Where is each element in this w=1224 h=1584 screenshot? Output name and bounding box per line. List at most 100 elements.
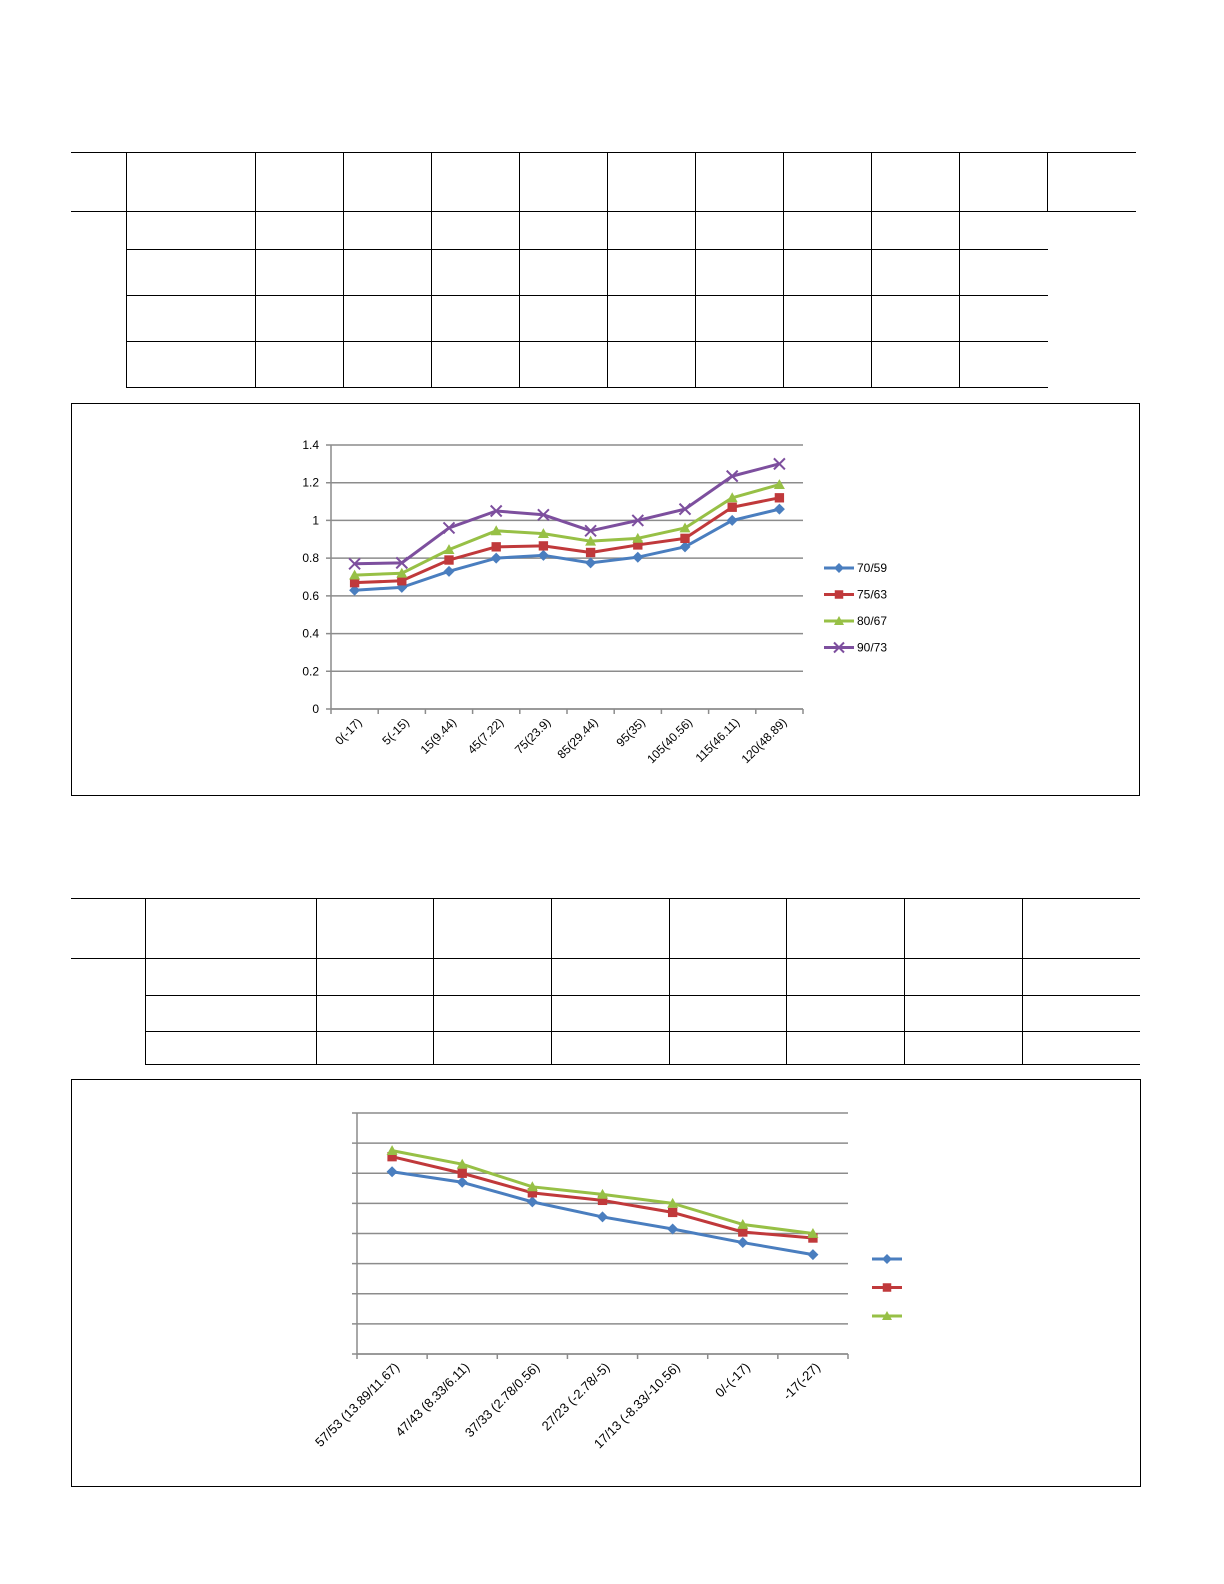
table-cell (254, 211, 344, 250)
table-cell (342, 152, 432, 212)
table-cell (430, 211, 520, 250)
x-tick-label: 45(7.22) (465, 715, 507, 757)
data-point-diamond (537, 549, 549, 561)
table-1 (71, 152, 1136, 388)
data-point-triangle (882, 1311, 892, 1320)
table-cell (518, 249, 608, 296)
table-cell (430, 249, 520, 296)
legend-entry: 80/67 (824, 614, 887, 628)
data-point-triangle (679, 522, 691, 533)
data-point-triangle (537, 528, 549, 539)
table-cell (550, 898, 670, 959)
data-point-diamond (679, 541, 691, 553)
data-point-square (538, 541, 549, 551)
table-row (71, 995, 1140, 1032)
table-cell (668, 995, 787, 1032)
table-cell (783, 211, 872, 250)
table-1-header-row (71, 152, 1136, 212)
table-cell (668, 1031, 787, 1065)
x-tick-label: 5(-15) (379, 715, 412, 748)
table-cell (342, 295, 432, 342)
x-tick-label: -17(-27) (780, 1360, 823, 1403)
data-point-triangle (834, 616, 844, 625)
table-cell (606, 249, 696, 296)
data-point-square (808, 1233, 818, 1243)
table-cell (694, 152, 784, 212)
series-line (354, 507, 780, 592)
table-cell (342, 341, 432, 388)
table-cell (125, 295, 255, 342)
table-cell (871, 341, 960, 388)
legend-label: 70/59 (857, 561, 887, 575)
data-point-square (667, 1207, 678, 1218)
table-cell (871, 152, 960, 212)
table-cell (783, 341, 872, 388)
data-point-x (442, 521, 456, 535)
table-cell (606, 211, 696, 250)
table-cell (254, 152, 344, 212)
table-cell (871, 211, 960, 250)
table-cell (904, 898, 1023, 959)
table-cell (71, 152, 126, 212)
table-cell (518, 152, 608, 212)
series-line (354, 462, 780, 566)
data-point-square (680, 533, 690, 544)
data-point-triangle (773, 479, 785, 489)
y-tick-label: 1.2 (302, 476, 319, 490)
table-cell (144, 995, 316, 1032)
y-tick-label: 1.4 (302, 438, 319, 452)
data-point-x (678, 502, 692, 516)
table-cell (959, 295, 1048, 342)
table-cell (1021, 958, 1140, 996)
y-tick-label: 1 (312, 513, 319, 527)
legend-entry: 70/59 (824, 561, 887, 575)
data-point-x (725, 469, 739, 483)
data-point-x (631, 514, 645, 527)
table-cell (315, 898, 434, 959)
data-point-square (349, 577, 360, 588)
data-point-square (527, 1188, 538, 1198)
series-3 (386, 1145, 819, 1238)
data-point-square (491, 542, 501, 552)
table-cell (518, 295, 608, 342)
data-point-x (537, 508, 550, 521)
table-cell (904, 995, 1023, 1032)
data-point-diamond (443, 565, 455, 577)
table-cell (430, 152, 520, 212)
series-3 (349, 479, 785, 580)
table-cell (668, 958, 787, 996)
data-point-triangle (737, 1218, 749, 1229)
table-cell (315, 1031, 434, 1065)
data-point-diamond (882, 1254, 892, 1264)
table-stub-cell (71, 959, 145, 1065)
table-cell (606, 152, 696, 212)
data-point-triangle (386, 1145, 398, 1156)
data-point-diamond (667, 1223, 679, 1235)
data-point-triangle (443, 544, 455, 555)
data-point-square (585, 547, 596, 558)
series-4 (348, 457, 786, 571)
table-2-header-row (71, 898, 1140, 959)
series-2 (349, 493, 785, 588)
table-cell (694, 295, 784, 342)
data-point-triangle (667, 1197, 679, 1208)
data-point-diamond (726, 514, 738, 526)
table-cell (871, 249, 960, 296)
table-cell (786, 898, 905, 959)
table-cell (430, 295, 520, 342)
chart-2-frame: 57/53 (13.89/11.67) 47/43 (8.33/6.11) 37/3… (71, 1079, 1141, 1487)
table-cell (550, 995, 670, 1032)
data-point-diamond (807, 1249, 819, 1261)
x-tick-label: 37/33 (2.78/0.56) (462, 1360, 543, 1441)
data-point-square (633, 540, 643, 550)
table-row (71, 1031, 1140, 1065)
y-tick-label: 0 (312, 702, 319, 716)
data-point-triangle (807, 1228, 819, 1238)
x-tick-label: 75(23.9) (512, 715, 554, 757)
table-cell (694, 211, 784, 250)
x-tick-label: 105(40.56) (644, 715, 695, 766)
x-tick-label: 57/53 (13.89/11.67) (312, 1360, 402, 1450)
chart-1-frame: 0 0.2 0.4 0.6 0.8 1 1.2 1.4 0(-17) 5(-15) 15(9.44)… (71, 403, 1140, 796)
series-2 (387, 1152, 818, 1243)
data-point-diamond (349, 584, 361, 596)
